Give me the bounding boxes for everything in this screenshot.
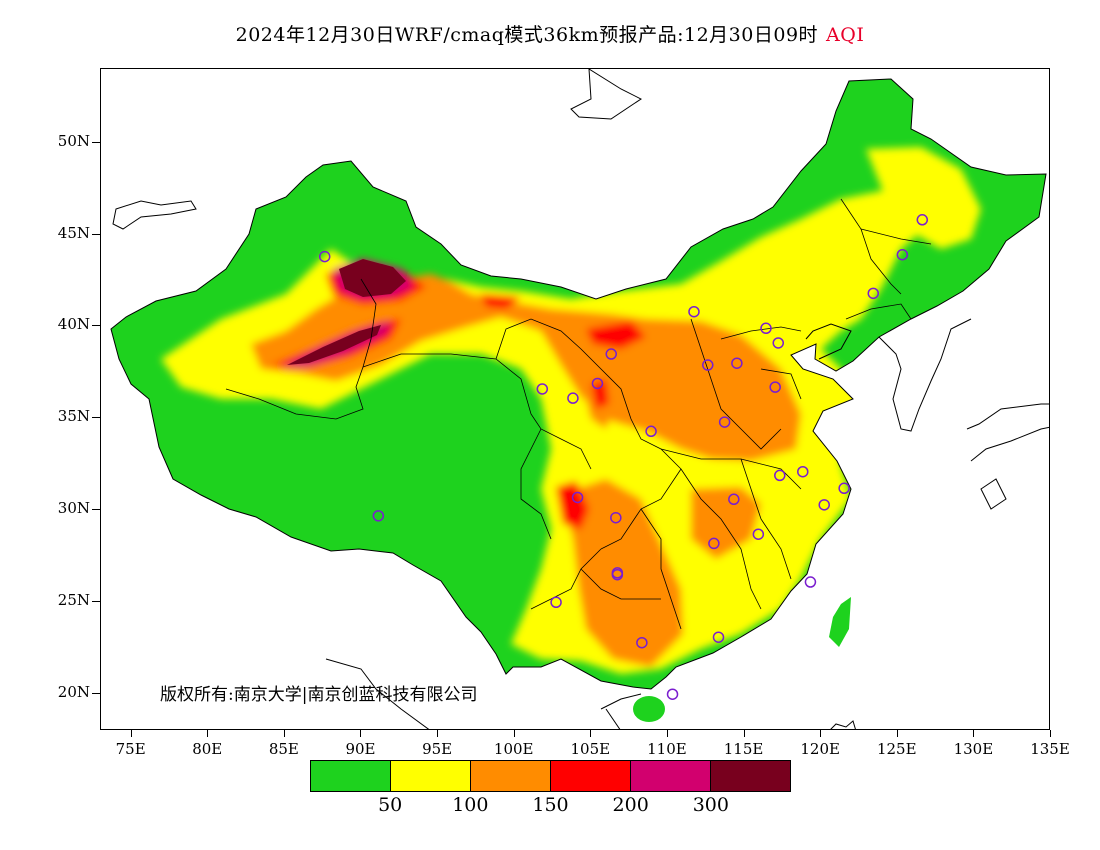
lat-label-50N: 50N (57, 131, 90, 150)
coastlines (110, 69, 1049, 729)
city-marker (718, 416, 731, 428)
lon-label-120E: 120E (800, 740, 840, 758)
lon-tick (896, 730, 898, 737)
city-marker (372, 510, 385, 522)
city-marker (774, 469, 786, 482)
legend-swatch-4 (631, 761, 711, 791)
city-marker (916, 214, 929, 226)
lon-tick (207, 730, 209, 737)
city-marker (760, 322, 772, 335)
legend-swatch-3 (551, 761, 631, 791)
lon-tick (130, 730, 132, 737)
lat-tick (92, 233, 100, 235)
city-marker (818, 499, 830, 511)
lon-tick (360, 730, 362, 737)
copyright-text: 版权所有:南京大学|南京创蓝科技有限公司 (160, 685, 478, 705)
legend-swatch-2 (471, 761, 551, 791)
city-marker (688, 305, 700, 318)
city-marker (645, 425, 657, 438)
legend-label-300: 300 (692, 794, 729, 816)
lon-tick (973, 730, 975, 737)
city-marker (702, 359, 714, 371)
city-marker (769, 381, 781, 393)
city-marker (591, 377, 604, 390)
color-legend (310, 760, 791, 792)
lon-tick (743, 730, 745, 737)
lat-tick (92, 325, 100, 327)
city-marker (611, 568, 624, 581)
legend-label-100: 100 (452, 794, 489, 816)
city-marker (708, 537, 720, 550)
lat-label-20N: 20N (57, 683, 90, 702)
lat-tick (92, 509, 100, 511)
lon-label-115E: 115E (723, 740, 764, 758)
lat-tick (92, 693, 100, 695)
city-marker (712, 631, 725, 643)
aqi-map (110, 69, 1049, 729)
legend-swatch-5 (711, 761, 790, 791)
province-boundaries (225, 198, 932, 630)
city-marker (838, 482, 850, 495)
lon-tick (1050, 730, 1051, 737)
city-marker (772, 337, 785, 349)
city-marker (666, 688, 679, 700)
city-marker (571, 491, 584, 504)
china-landmass (111, 79, 1046, 722)
city-marker (636, 636, 648, 649)
lon-tick (437, 730, 439, 737)
lon-label-110E: 110E (647, 740, 687, 758)
city-marker (896, 248, 909, 261)
legend-label-200: 200 (612, 794, 649, 816)
aqi-fields (161, 147, 981, 674)
legend-label-150: 150 (532, 794, 569, 816)
city-marker (610, 511, 622, 524)
legend-swatch-0 (311, 761, 391, 791)
lon-label-100E: 100E (493, 740, 534, 758)
legend-swatch-1 (391, 761, 471, 791)
city-marker (318, 250, 331, 263)
lat-label-35N: 35N (57, 407, 90, 426)
title-variable: AQI (826, 24, 865, 46)
lat-tick (92, 141, 100, 143)
city-marker (605, 348, 617, 360)
lon-label-85E: 85E (268, 740, 299, 758)
city-marker (804, 576, 817, 588)
lon-tick (820, 730, 822, 737)
lon-label-130E: 130E (953, 740, 994, 758)
lon-label-125E: 125E (876, 740, 917, 758)
lon-tick (666, 730, 668, 737)
lon-label-95E: 95E (422, 740, 453, 758)
lon-tick (513, 730, 515, 737)
lon-tick (283, 730, 285, 737)
city-markers (318, 214, 929, 700)
city-marker (797, 465, 809, 478)
lon-label-75E: 75E (115, 740, 146, 758)
city-marker (728, 493, 740, 506)
city-marker (731, 357, 743, 369)
legend-label-50: 50 (378, 794, 403, 816)
lat-label-40N: 40N (57, 315, 90, 334)
lon-label-90E: 90E (345, 740, 376, 758)
lon-tick (590, 730, 592, 737)
lon-label-80E: 80E (192, 740, 223, 758)
map-frame (100, 68, 1050, 730)
city-marker (752, 528, 765, 540)
city-marker (550, 596, 562, 609)
city-marker (867, 287, 880, 300)
map-title: 2024年12月30日WRF/cmaq模式36km预报产品:12月30日09时 A… (0, 20, 1100, 47)
lat-label-45N: 45N (57, 223, 90, 242)
lat-tick (92, 417, 100, 419)
lon-label-105E: 105E (570, 740, 611, 758)
city-marker (536, 383, 549, 395)
city-marker (567, 392, 579, 404)
lon-label-135E: 135E (1030, 740, 1070, 758)
lat-label-25N: 25N (57, 591, 90, 610)
lat-label-30N: 30N (57, 499, 90, 518)
lat-tick (92, 601, 100, 603)
title-main: 2024年12月30日WRF/cmaq模式36km预报产品:12月30日09时 (235, 24, 819, 46)
